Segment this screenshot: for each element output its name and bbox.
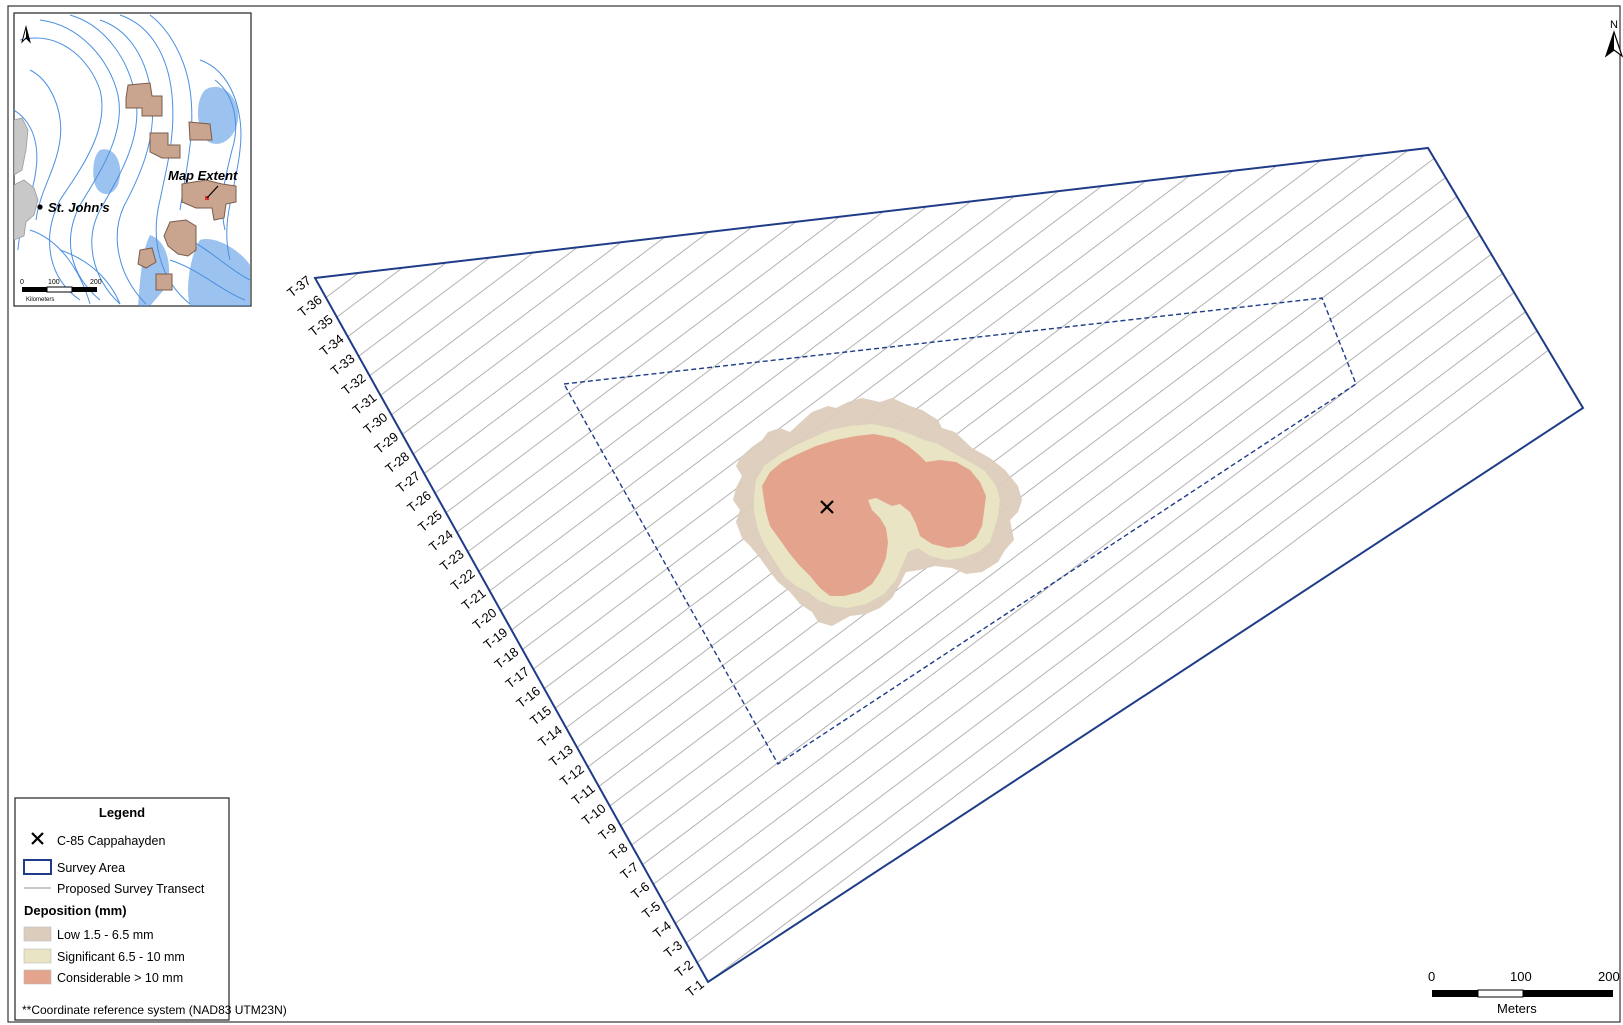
transect-line <box>373 148 1583 401</box>
transect-line <box>417 148 1583 479</box>
inset-lease-blocks <box>125 82 237 291</box>
inner-survey-boundary <box>562 297 1357 765</box>
transect-label: T-8 <box>606 840 630 863</box>
transect-line <box>315 148 1583 284</box>
legend-item-survey-area: Survey Area <box>23 859 125 875</box>
crs-note: **Coordinate reference system (NAD83 UTM… <box>22 1003 287 1017</box>
transect-label: T-3 <box>661 937 685 960</box>
legend-item-significant: Significant 6.5 - 10 mm <box>23 948 185 964</box>
transect-line <box>515 148 1583 655</box>
transect-line <box>526 148 1583 675</box>
transect-label: T-6 <box>628 879 652 902</box>
transect-labels: T-1T-2T-3T-4T-5T-6T-7T-8T-9T-10T-11T-12T… <box>284 273 707 1000</box>
transect-line <box>657 148 1583 910</box>
transect-line <box>493 148 1583 616</box>
legend-item-low: Low 1.5 - 6.5 mm <box>23 926 154 942</box>
legend-deposition-title: Deposition (mm) <box>24 903 127 918</box>
transect-line <box>701 148 1583 982</box>
north-arrow-label: N <box>1610 19 1618 31</box>
transect-line <box>351 148 1583 362</box>
inset-land <box>14 117 39 241</box>
legend-label-low: Low 1.5 - 6.5 mm <box>57 928 154 942</box>
transect-line <box>690 148 1583 968</box>
legend-item-well: C-85 Cappahayden <box>31 832 165 848</box>
transect-line <box>460 148 1583 558</box>
scale-tick-0: 0 <box>1428 969 1435 984</box>
transect-line <box>635 148 1583 871</box>
transect-label: T-1 <box>683 977 707 1000</box>
legend-x-icon <box>31 832 44 845</box>
scale-tick-200: 200 <box>1598 969 1620 984</box>
transect-label: T15 <box>527 703 554 729</box>
significant-deposition-swatch <box>23 948 52 964</box>
transect-line <box>428 148 1583 499</box>
survey-area-boundary <box>313 146 1585 984</box>
transect-label: T-4 <box>650 918 674 941</box>
transect-label: T-5 <box>639 898 663 921</box>
inset-city-label: St. John's <box>48 200 110 215</box>
low-deposition-swatch <box>23 926 52 942</box>
scale-bar: 0 100 200 Meters <box>1428 969 1620 1016</box>
transect-label: T-9 <box>595 820 619 843</box>
legend-title: Legend <box>99 805 145 820</box>
transect-line <box>537 148 1583 695</box>
inset-city-dot <box>37 204 43 210</box>
legend-label-significant: Significant 6.5 - 10 mm <box>57 950 185 964</box>
inset-bathymetry <box>14 14 251 306</box>
legend-item-transect: Proposed Survey Transect <box>24 882 205 896</box>
legend-label-transect: Proposed Survey Transect <box>57 882 205 896</box>
transect-line <box>580 148 1583 773</box>
inset-north-arrow-icon <box>21 25 31 44</box>
transect-line <box>482 148 1583 597</box>
transect-line <box>679 148 1583 949</box>
legend: Legend C-85 Cappahayden Survey Area Prop… <box>14 797 230 1021</box>
transect-label: T-7 <box>617 859 641 882</box>
transect-line <box>668 148 1583 929</box>
transect-line <box>624 148 1583 851</box>
legend-label-considerable: Considerable > 10 mm <box>57 971 183 985</box>
deposition-zones <box>733 398 1022 626</box>
legend-item-considerable: Considerable > 10 mm <box>23 969 183 985</box>
legend-label-survey-area: Survey Area <box>57 861 125 875</box>
map-frame <box>7 5 1621 1023</box>
transect-line <box>613 148 1583 831</box>
inset-scale-tick-200: 200 <box>90 279 102 286</box>
transect-line <box>439 148 1583 519</box>
transect-line <box>548 148 1583 714</box>
inset-scale-tick-100: 100 <box>48 279 60 286</box>
scale-tick-100: 100 <box>1510 969 1532 984</box>
inset-map: St. John's Map Extent 0 100 200 Kilomete… <box>13 12 252 307</box>
considerable-deposition-swatch <box>23 969 52 985</box>
transect-line <box>340 148 1583 343</box>
transect-line <box>591 148 1583 792</box>
inset-extent-label: Map Extent <box>168 168 238 183</box>
transect-line <box>384 148 1583 421</box>
scale-unit: Meters <box>1497 1001 1537 1016</box>
transect-line <box>646 148 1583 890</box>
survey-area-swatch <box>23 859 52 875</box>
transect-line <box>602 148 1583 812</box>
north-arrow-icon: N <box>1604 19 1623 58</box>
inset-scale-bar: 0 100 200 Kilometers <box>20 279 102 303</box>
inset-scale-tick-0: 0 <box>20 279 24 286</box>
transect-line <box>570 148 1583 753</box>
inset-scale-unit: Kilometers <box>26 297 54 303</box>
well-marker-x-icon <box>820 500 834 514</box>
legend-label-well: C-85 Cappahayden <box>57 834 165 848</box>
transect-line <box>449 148 1583 538</box>
transect-line <box>395 148 1583 440</box>
transect-line <box>504 148 1583 636</box>
transect-line <box>471 148 1583 577</box>
transect-label: T-2 <box>672 957 696 980</box>
deposition-considerable-zone <box>762 434 986 596</box>
